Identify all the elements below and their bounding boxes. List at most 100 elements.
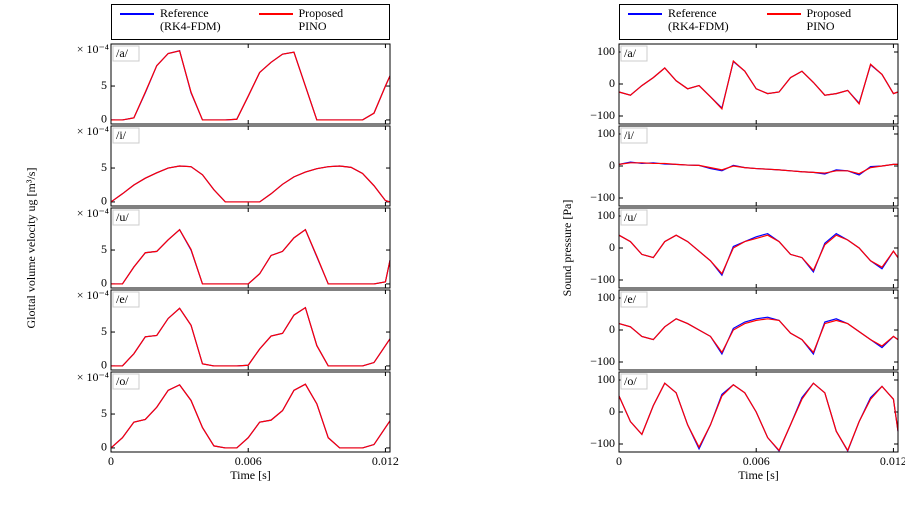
legend: Reference (RK4-FDM) Proposed PINO [111, 4, 390, 40]
x-tick-label: 0 [108, 454, 114, 468]
y-tick-label: 0 [609, 158, 615, 172]
legend-label: Proposed PINO [806, 6, 852, 33]
panel-label-box [620, 291, 648, 308]
y-tick-label: −100 [590, 436, 615, 450]
plot-frame [619, 126, 898, 206]
panel-label: /a/ [624, 46, 637, 60]
x-axis-label: Time [s] [230, 468, 271, 482]
legend-swatch [628, 13, 662, 15]
legend-entry: Reference (RK4-FDM) [112, 5, 251, 39]
y-tick-label: 5 [101, 160, 107, 174]
panel-label: /o/ [116, 374, 129, 388]
plot-border [618, 371, 899, 453]
y-tick-label: 100 [597, 44, 615, 58]
series-line [618, 234, 899, 275]
offset-text: × 10⁻⁴ [77, 124, 109, 138]
y-tick-label: 0 [101, 358, 107, 372]
legend-label: Reference (RK4-FDM) [668, 6, 729, 33]
x-tick-label: 0 [616, 454, 622, 468]
offset-text: × 10⁻⁴ [77, 42, 109, 56]
panel-label: /a/ [116, 46, 129, 60]
series-line [618, 382, 899, 452]
y-tick-label: 0 [609, 322, 615, 336]
y-tick-label: 5 [101, 242, 107, 256]
y-tick-label: 0 [609, 240, 615, 254]
y-tick-label: 5 [101, 406, 107, 420]
y-tick-label: 100 [597, 208, 615, 222]
panel-label-box [112, 209, 140, 226]
offset-text: × 10⁻⁴ [77, 288, 109, 302]
legend-swatch [258, 13, 293, 15]
legend-swatch [766, 13, 801, 15]
panel-label: /e/ [624, 292, 637, 306]
offset-text: × 10⁻⁴ [77, 370, 109, 384]
plot-frame [111, 208, 390, 288]
y-tick-label: 0 [101, 276, 107, 290]
series-line [111, 50, 391, 121]
y-tick-label: 100 [597, 126, 615, 140]
y-axis-label: Glottal volume velocity ug [m³/s] [24, 168, 38, 329]
x-axis-label: Time [s] [738, 468, 779, 482]
panel-label: /i/ [116, 128, 127, 142]
series-line [110, 165, 391, 203]
plot-border [618, 207, 899, 289]
panel-label: /o/ [624, 374, 637, 388]
offset-text: × 10⁻⁴ [77, 206, 109, 220]
y-tick-label: 5 [101, 324, 107, 338]
plot-border [618, 289, 899, 371]
panel-label-box [620, 127, 648, 144]
panel-label-box [112, 45, 140, 62]
legend-label: Proposed PINO [298, 6, 344, 33]
plot-border [110, 289, 391, 371]
panel-label-box [620, 209, 648, 226]
plot-frame [619, 208, 898, 288]
legend-entry: Reference (RK4-FDM) [620, 5, 759, 39]
y-tick-label: 100 [597, 290, 615, 304]
panel-label-box [112, 291, 140, 308]
panel-label-box [620, 373, 648, 390]
panel-label: /e/ [116, 292, 129, 306]
plot-border [110, 125, 391, 207]
y-tick-label: −100 [590, 272, 615, 286]
y-tick-label: 100 [597, 372, 615, 386]
series-line [110, 383, 391, 449]
y-tick-label: 0 [101, 112, 107, 126]
panel-label: /u/ [624, 210, 637, 224]
y-tick-label: 0 [609, 404, 615, 418]
x-tick-label: 0.006 [743, 454, 770, 468]
plot-frame [111, 44, 390, 124]
y-tick-label: 5 [101, 78, 107, 92]
plot-border [110, 43, 391, 125]
panel-label-box [112, 127, 140, 144]
panel-label-box [112, 373, 140, 390]
plot-frame [619, 44, 898, 124]
y-tick-label: −100 [590, 190, 615, 204]
series-line [618, 318, 899, 354]
series-line [618, 162, 898, 175]
legend-entry: Proposed PINO [759, 5, 898, 39]
plot-border [110, 207, 391, 289]
series-line [111, 306, 391, 367]
panel-label: /i/ [624, 128, 635, 142]
series-line [618, 59, 899, 111]
plot-border [618, 43, 899, 125]
plot-frame [619, 290, 898, 370]
y-tick-label: 0 [101, 194, 107, 208]
y-tick-label: 0 [101, 440, 107, 454]
legend: Reference (RK4-FDM) Proposed PINO [619, 4, 898, 40]
y-axis-label: Sound pressure [Pa] [560, 200, 574, 297]
y-tick-label: −100 [590, 354, 615, 368]
plot-frame [111, 372, 390, 452]
panel-label-box [620, 45, 648, 62]
plot-frame [619, 372, 898, 452]
x-tick-label: 0.006 [235, 454, 262, 468]
legend-swatch [120, 13, 154, 15]
plot-frame [111, 126, 390, 206]
y-tick-label: 0 [609, 76, 615, 90]
legend-entry: Proposed PINO [251, 5, 390, 39]
panel-label: /u/ [116, 210, 129, 224]
x-tick-label: 0.012 [880, 454, 905, 468]
plot-frame [111, 290, 390, 370]
